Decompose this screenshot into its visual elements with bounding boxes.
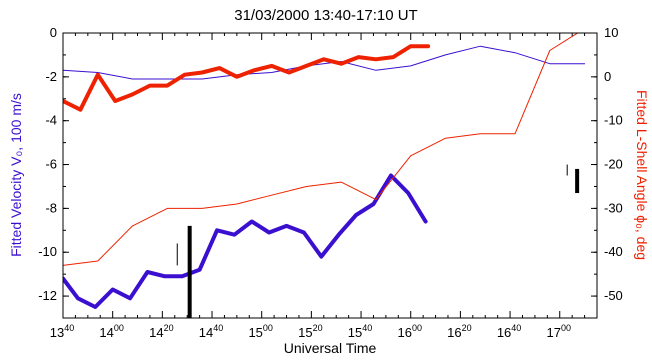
left-tick-label: -8	[45, 200, 57, 215]
right-tick-label: -50	[604, 288, 623, 303]
x-tick-label: 1520	[298, 323, 322, 340]
x-tick-label: 1600	[397, 323, 421, 340]
series-line-3	[63, 44, 431, 112]
left-tick-label: 0	[50, 25, 57, 40]
chart-title: 31/03/2000 13:40-17:10 UT	[234, 7, 417, 24]
x-tick-label: 1540	[348, 323, 372, 340]
right-tick-label: 0	[604, 69, 611, 84]
left-axis: 0 -2 -4 -6 -8 -10 -12	[38, 25, 69, 319]
y-axis-label-left: Fitted Velocity V₀, 100 m/s	[8, 93, 24, 257]
left-tick-label: -4	[45, 113, 57, 128]
x-tick-label: 1340	[50, 323, 74, 340]
right-tick-label: -30	[604, 200, 623, 215]
x-axis: 1340 1400 1420 1440 1500 1520 1540 1600 1620 1640…	[50, 33, 598, 340]
right-axis: 10 0 -10 -20 -30 -40 -50	[591, 25, 623, 319]
x-tick-label: 1640	[497, 323, 521, 340]
series-line-1	[63, 173, 428, 309]
right-tick-label: -20	[604, 157, 623, 172]
left-tick-label: -6	[45, 157, 57, 172]
x-tick-label: 1500	[248, 323, 272, 340]
right-tick-label: -40	[604, 244, 623, 259]
y-axis-label-right: Fitted L-Shell Angle ϕ₀, deg	[634, 90, 650, 260]
left-tick-label: -2	[45, 69, 57, 84]
x-axis-label: Universal Time	[284, 340, 377, 356]
x-tick-label: 1440	[199, 323, 223, 340]
left-tick-label: -10	[38, 244, 57, 259]
x-tick-label: 1400	[99, 323, 123, 340]
x-tick-label: 1700	[547, 323, 571, 340]
series-group	[63, 33, 586, 309]
series-line-4	[63, 33, 579, 266]
right-tick-label: -10	[604, 113, 623, 128]
x-tick-label: 1420	[149, 323, 173, 340]
left-tick-label: -12	[38, 288, 57, 303]
right-tick-label: 10	[604, 25, 618, 40]
plot-frame	[62, 32, 598, 319]
x-tick-label: 1620	[447, 323, 471, 340]
markers-group	[176, 164, 580, 318]
series-line-2	[63, 45, 586, 80]
